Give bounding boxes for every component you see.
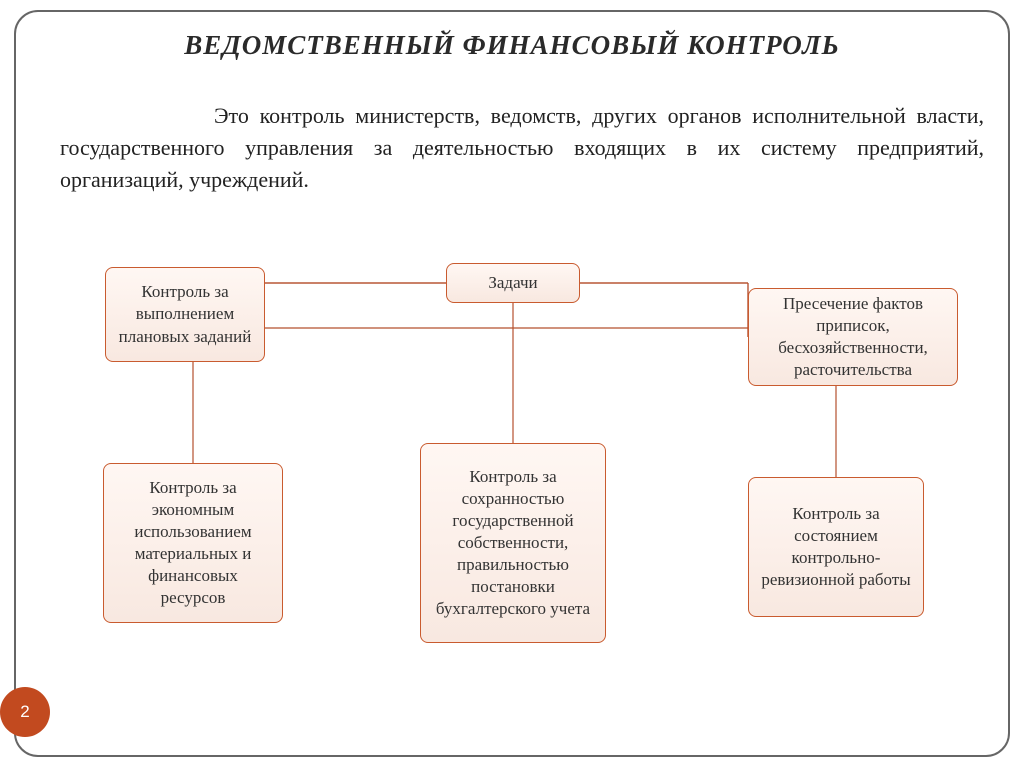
page-number-badge: 2: [0, 687, 50, 737]
diagram-node-n5: Контроль за состоянием контрольно-ревизи…: [748, 477, 924, 617]
diagram-node-n2: Пресечение фактов приписок, бесхозяйстве…: [748, 288, 958, 386]
diagram-node-root: Задачи: [446, 263, 580, 303]
description-paragraph: Это контроль министерств, ведомств, друг…: [60, 100, 984, 196]
page-number: 2: [20, 702, 29, 722]
page-title: ВЕДОМСТВЕННЫЙ ФИНАНСОВЫЙ КОНТРОЛЬ: [0, 30, 1024, 61]
diagram-node-n4: Контроль за сохранностью государственной…: [420, 443, 606, 643]
description-text: Это контроль министерств, ведомств, друг…: [60, 103, 984, 192]
diagram-node-n3: Контроль за экономным использованием мат…: [103, 463, 283, 623]
diagram-node-n1: Контроль за выполнением плановых заданий: [105, 267, 265, 362]
